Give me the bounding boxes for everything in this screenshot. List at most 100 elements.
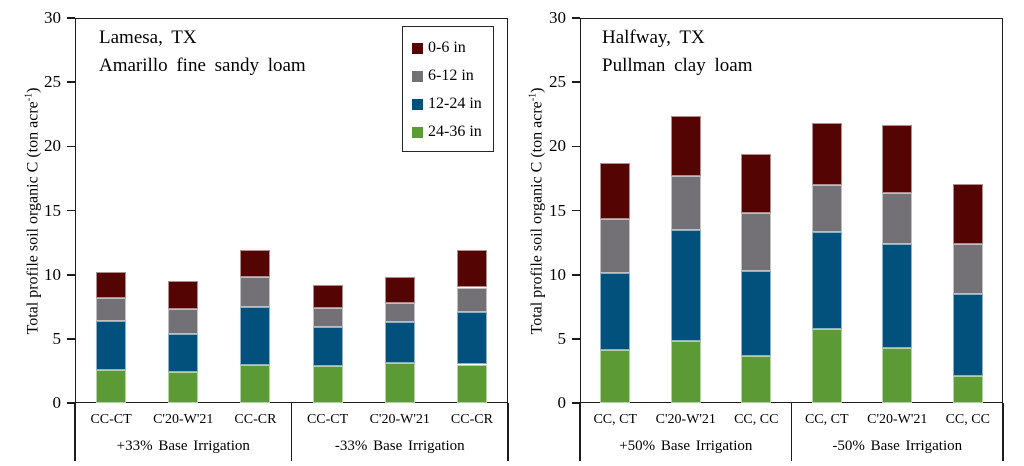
bar-segment-24-36in (384, 363, 415, 403)
y-tick-label: 0 (52, 393, 62, 412)
x-group-label: -50% Base Irrigation (832, 438, 963, 454)
y-tick-mark (572, 145, 580, 148)
chart-title-location: Lamesa, TX (99, 27, 197, 48)
bar-segment-0-6in (811, 123, 842, 185)
bar-segment-6-12in (240, 277, 271, 307)
y-tick-label: 0 (557, 393, 567, 412)
x-category-label: C'20-W'21 (655, 412, 716, 427)
bar-segment-12-24in (600, 273, 631, 351)
y-tick-mark (67, 402, 75, 404)
legend: 0-6 in 6-12 in 12-24 in 24-36 in (402, 26, 494, 152)
y-tick-mark (572, 209, 580, 212)
bar-segment-0-6in (96, 272, 127, 298)
bar-segment-24-36in (168, 372, 199, 403)
x-category-label: CC, CC (945, 412, 990, 427)
x-group-label: +33% Base Irrigation (116, 438, 250, 454)
y-tick-label: 20 (549, 136, 566, 156)
bar-segment-0-6in (670, 115, 701, 176)
x-category-label: CC, CT (593, 412, 638, 427)
bar-segment-12-24in (240, 306, 271, 365)
category-divider (290, 403, 293, 461)
y-tick-label: 10 (44, 264, 61, 284)
bar-segment-0-6in (384, 277, 415, 303)
legend-swatch-6-12in-icon (412, 70, 423, 82)
legend-label: 12-24 in (428, 95, 482, 112)
x-category-label: C'20-W'21 (867, 412, 928, 427)
y-tick-mark (572, 402, 580, 404)
legend-item: 12-24 in (412, 90, 487, 118)
chart-title-soil: Amarillo fine sandy loam (99, 55, 306, 76)
bar-segment-6-12in (384, 302, 415, 323)
bar-segment-0-6in (952, 183, 983, 244)
legend-swatch-24-36in-icon (412, 126, 423, 138)
bar-segment-24-36in (456, 364, 487, 403)
category-divider (579, 403, 581, 461)
bar-segment-0-6in (312, 284, 343, 309)
bar-segment-24-36in (240, 364, 271, 403)
bar-segment-12-24in (670, 229, 701, 342)
bar-segment-12-24in (384, 322, 415, 364)
y-tick-label: 15 (44, 200, 61, 220)
y-tick-mark (67, 209, 75, 212)
y-tick-mark (572, 81, 580, 84)
bar-segment-0-6in (456, 250, 487, 288)
chart-title: Lamesa, TX Amarillo fine sandy loam (99, 24, 306, 80)
bar-segment-12-24in (811, 232, 842, 329)
bar-segment-24-36in (741, 355, 772, 403)
bar-segment-6-12in (312, 308, 343, 328)
x-category-label: CC-CT (306, 412, 349, 427)
bar-segment-12-24in (96, 320, 127, 370)
category-divider (74, 403, 76, 461)
bar-segment-12-24in (456, 311, 487, 365)
y-tick-label: 5 (52, 328, 62, 348)
y-tick-mark (572, 17, 580, 19)
bar-segment-0-6in (168, 281, 199, 310)
x-category-label: CC-CT (90, 412, 132, 427)
y-tick-label: 20 (44, 136, 61, 156)
legend-item: 24-36 in (412, 118, 487, 146)
y-tick-mark (67, 273, 75, 276)
y-tick-mark (67, 17, 75, 19)
bar-segment-24-36in (600, 350, 631, 403)
bar-segment-0-6in (741, 154, 772, 214)
y-tick-mark (572, 338, 580, 340)
y-tick-mark (67, 81, 75, 84)
bar-segment-24-36in (882, 347, 913, 403)
bar-segment-6-12in (670, 175, 701, 230)
x-group-label: -33% Base Irrigation (334, 438, 465, 454)
x-group-label: +50% Base Irrigation (619, 438, 753, 454)
x-category-label: CC, CC (734, 412, 779, 427)
bar-segment-24-36in (811, 328, 842, 403)
bar-segment-6-12in (882, 192, 913, 244)
bar-segment-24-36in (312, 365, 343, 403)
x-category-label: CC-CR (450, 412, 493, 427)
y-tick-mark (67, 338, 75, 340)
chart-title-location: Halfway, TX (602, 27, 705, 48)
bar-segment-12-24in (741, 270, 772, 356)
bar-segment-6-12in (811, 184, 842, 233)
bar-segment-6-12in (741, 213, 772, 271)
x-category-label: C'20-W'21 (153, 412, 214, 427)
legend-item: 6-12 in (412, 62, 487, 90)
legend-label: 6-12 in (428, 67, 474, 84)
chart-title: Halfway, TX Pullman clay loam (602, 24, 752, 80)
bar-segment-6-12in (96, 297, 127, 321)
bar-segment-6-12in (168, 309, 199, 334)
x-category-label: CC, CT (804, 412, 849, 427)
plot-border (75, 18, 508, 403)
category-divider (1002, 403, 1004, 461)
bar-segment-6-12in (600, 219, 631, 274)
bar-segment-12-24in (882, 243, 913, 348)
bar-segment-12-24in (952, 293, 983, 377)
y-axis-title-superscript: -1 (23, 92, 35, 102)
y-tick-label: 30 (549, 8, 566, 27)
bar-segment-6-12in (952, 243, 983, 294)
y-tick-label: 30 (44, 8, 61, 27)
y-axis-title-superscript: -1 (527, 92, 539, 102)
y-tick-mark (67, 145, 75, 148)
legend-label: 0-6 in (428, 39, 466, 56)
bar-segment-24-36in (670, 341, 701, 403)
bar-segment-0-6in (240, 250, 271, 278)
legend-swatch-0-6in-icon (412, 42, 423, 54)
